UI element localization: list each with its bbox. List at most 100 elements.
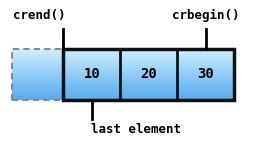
Bar xyxy=(63,59,120,60)
Bar xyxy=(177,82,234,83)
Bar xyxy=(177,84,234,85)
Bar xyxy=(63,95,120,96)
Bar xyxy=(120,88,177,90)
Bar xyxy=(63,58,120,59)
Bar xyxy=(12,55,63,56)
Bar xyxy=(177,98,234,99)
Bar xyxy=(120,58,177,59)
Bar xyxy=(63,76,120,77)
Bar xyxy=(12,62,63,63)
Bar xyxy=(120,92,177,93)
Bar xyxy=(177,92,234,93)
Bar xyxy=(12,50,63,51)
Bar xyxy=(177,73,234,74)
Bar xyxy=(12,63,63,64)
Bar xyxy=(177,97,234,98)
Bar xyxy=(177,63,234,64)
Bar xyxy=(120,59,177,60)
Bar xyxy=(177,58,234,59)
Bar xyxy=(63,78,120,79)
Bar xyxy=(12,69,63,70)
Bar xyxy=(177,91,234,92)
Bar xyxy=(177,74,234,75)
Bar xyxy=(12,59,63,60)
Bar xyxy=(63,49,120,50)
Bar xyxy=(63,83,120,84)
Bar xyxy=(177,55,234,56)
Bar xyxy=(12,53,63,54)
Bar xyxy=(63,80,120,81)
Bar xyxy=(120,74,177,75)
Bar xyxy=(177,80,234,81)
Bar xyxy=(63,93,120,95)
Text: crbegin(): crbegin() xyxy=(172,9,239,22)
Bar xyxy=(120,69,177,70)
Bar xyxy=(120,72,177,73)
Bar xyxy=(177,53,234,54)
Bar xyxy=(12,99,63,100)
Bar xyxy=(12,77,63,78)
Bar xyxy=(177,54,234,55)
Bar xyxy=(177,65,234,66)
Bar xyxy=(120,61,177,62)
Text: 10: 10 xyxy=(83,67,100,81)
Bar xyxy=(120,98,177,99)
Bar xyxy=(120,53,177,54)
Bar xyxy=(63,61,120,62)
Bar xyxy=(120,87,177,88)
Bar xyxy=(63,86,120,87)
Bar xyxy=(177,70,234,71)
Bar xyxy=(177,49,234,50)
Bar xyxy=(120,65,177,66)
Bar xyxy=(12,73,63,74)
Bar xyxy=(120,83,177,84)
Bar xyxy=(177,87,234,88)
Bar xyxy=(120,55,177,56)
Bar xyxy=(177,62,234,63)
Bar xyxy=(177,69,234,70)
Bar xyxy=(12,93,63,95)
Bar xyxy=(63,65,120,66)
Bar xyxy=(12,49,63,50)
Bar xyxy=(120,93,177,95)
Bar xyxy=(177,59,234,60)
Bar xyxy=(63,49,234,100)
Bar xyxy=(12,66,63,67)
Bar xyxy=(177,66,234,67)
Bar xyxy=(177,90,234,91)
Bar xyxy=(120,82,177,83)
Bar xyxy=(12,65,63,66)
Bar xyxy=(120,54,177,55)
Bar xyxy=(63,81,120,82)
Bar xyxy=(120,96,177,97)
Bar xyxy=(12,67,63,68)
Bar xyxy=(63,77,120,78)
Bar xyxy=(63,70,120,71)
Text: 30: 30 xyxy=(197,67,214,81)
Bar xyxy=(177,77,234,78)
Bar xyxy=(63,85,120,86)
Bar xyxy=(63,75,120,76)
Bar xyxy=(120,49,177,50)
Bar xyxy=(177,72,234,73)
Bar xyxy=(120,68,177,69)
Bar xyxy=(63,53,120,54)
Bar xyxy=(12,72,63,73)
Bar xyxy=(63,96,120,97)
Bar xyxy=(177,85,234,86)
Bar xyxy=(177,64,234,65)
Bar xyxy=(120,73,177,74)
Bar xyxy=(177,51,234,52)
Bar xyxy=(63,99,120,100)
Bar xyxy=(120,50,177,51)
Bar xyxy=(120,52,177,53)
Bar xyxy=(177,57,234,58)
Bar xyxy=(120,81,177,82)
Bar xyxy=(177,95,234,96)
Bar xyxy=(63,69,120,70)
Bar xyxy=(12,61,63,62)
Bar xyxy=(63,57,120,58)
Bar xyxy=(12,56,63,57)
Bar xyxy=(120,84,177,85)
Bar xyxy=(63,90,120,91)
